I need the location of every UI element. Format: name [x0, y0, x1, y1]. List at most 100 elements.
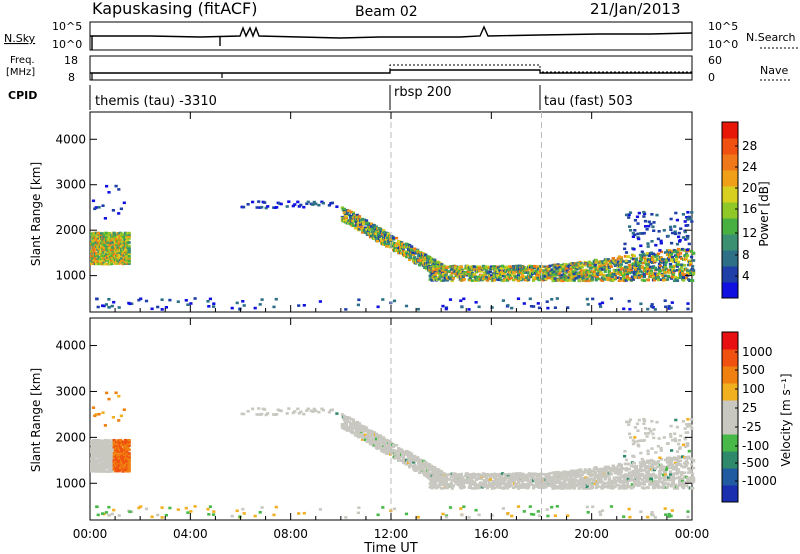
- velocity-echo-mark: [519, 483, 524, 487]
- power-echo-mark: [647, 220, 651, 224]
- velocity-echo-mark: [127, 452, 131, 455]
- velocity-echo-mark: [481, 481, 485, 485]
- power-echo-mark: [685, 216, 689, 219]
- power-echo-mark: [588, 264, 592, 267]
- power-echo-mark: [469, 269, 473, 272]
- power-echo-mark: [659, 278, 664, 281]
- power-echo-mark: [580, 266, 584, 269]
- power-ytick-label: 3000: [55, 178, 86, 192]
- velocity-echo-mark: [505, 486, 510, 490]
- velocity-echo-mark: [103, 470, 107, 473]
- power-echo-mark: [547, 276, 551, 280]
- velocity-echo-mark: [450, 475, 454, 478]
- velocity-echo-mark: [287, 407, 291, 410]
- power-echo-mark: [651, 252, 656, 256]
- velocity-echo-mark: [439, 487, 443, 490]
- power-echo-mark: [413, 247, 417, 251]
- power-echo-mark: [605, 266, 609, 270]
- power-echo-mark: [584, 279, 588, 283]
- power-echo-mark: [594, 258, 598, 262]
- velocity-echo-mark: [496, 473, 501, 477]
- power-echo-mark: [306, 200, 310, 204]
- velocity-echo-mark: [611, 464, 615, 468]
- power-echo-mark: [632, 254, 636, 258]
- power-echo-mark: [628, 307, 632, 311]
- power-echo-mark: [266, 205, 270, 208]
- power-echo-mark: [642, 231, 646, 235]
- power-echo-mark: [114, 184, 118, 188]
- power-echo-mark: [642, 272, 646, 276]
- velocity-echo-mark: [459, 483, 463, 486]
- power-echo-mark: [103, 262, 107, 266]
- power-echo-mark: [448, 277, 452, 281]
- power-echo-mark: [592, 270, 596, 274]
- velocity-echo-mark: [576, 482, 580, 486]
- power-echo-mark: [658, 269, 663, 273]
- velocity-echo-mark: [491, 479, 495, 483]
- power-echo-mark: [457, 266, 461, 269]
- power-echo-mark: [371, 231, 376, 234]
- power-echo-mark: [631, 278, 635, 281]
- power-echo-mark: [673, 225, 677, 228]
- power-echo-mark: [450, 267, 454, 271]
- velocity-echo-mark: [96, 467, 100, 471]
- power-echo-mark: [566, 306, 570, 309]
- power-echo-mark: [360, 217, 365, 221]
- power-echo-mark: [616, 260, 620, 264]
- power-echo-mark: [498, 276, 503, 279]
- velocity-echo-mark: [422, 468, 426, 471]
- power-echo-mark: [667, 304, 671, 308]
- power-echo-mark: [627, 299, 631, 303]
- velocity-echo-mark: [539, 474, 543, 478]
- velocity-echo-mark: [385, 452, 389, 455]
- power-echo-mark: [512, 271, 517, 274]
- power-echo-mark: [528, 297, 532, 301]
- power-echo-mark: [689, 217, 693, 221]
- power-echo-mark: [686, 235, 690, 238]
- power-echo-mark: [683, 220, 687, 223]
- velocity-echo-mark: [444, 476, 448, 480]
- power-echo-mark: [314, 202, 318, 206]
- power-echo-mark: [364, 219, 369, 222]
- power-echo-mark: [501, 299, 505, 302]
- power-echo-mark: [352, 214, 357, 218]
- power-echo-mark: [113, 252, 117, 256]
- power-echo-mark: [567, 265, 571, 268]
- power-echo-mark: [650, 261, 655, 264]
- velocity-echo-mark: [607, 481, 611, 485]
- power-echo-mark: [128, 302, 132, 306]
- velocity-echo-mark: [559, 476, 563, 479]
- velocity-echo-mark: [116, 442, 120, 446]
- power-echo-mark: [127, 262, 131, 265]
- power-echo-mark: [665, 258, 670, 262]
- velocity-echo-mark: [369, 439, 374, 443]
- velocity-echo-mark: [418, 460, 422, 463]
- power-echo-mark: [629, 229, 633, 232]
- power-echo-mark: [638, 253, 642, 257]
- velocity-echo-mark: [96, 453, 100, 457]
- velocity-echo-mark: [492, 486, 496, 490]
- velocity-echo-mark: [485, 474, 489, 477]
- power-echo-mark: [654, 243, 658, 247]
- velocity-echo-mark: [592, 478, 596, 481]
- power-echo-mark: [502, 271, 507, 275]
- power-echo-mark: [587, 279, 591, 283]
- power-echo-mark: [466, 271, 470, 275]
- velocity-echo-mark: [392, 443, 396, 447]
- power-echo-mark: [347, 209, 352, 213]
- power-echo-mark: [632, 247, 636, 251]
- power-echo-mark: [503, 265, 508, 269]
- power-echo-mark: [574, 277, 578, 280]
- power-echo-mark: [690, 220, 694, 223]
- power-echo-mark: [107, 298, 111, 301]
- power-echo-mark: [416, 249, 420, 252]
- power-echo-mark: [674, 255, 679, 259]
- power-echo-mark: [646, 278, 650, 282]
- power-echo-mark: [433, 258, 437, 262]
- velocity-echo-mark: [386, 443, 390, 447]
- power-ylabel: Slant Range [km]: [29, 162, 43, 266]
- velocity-echo-mark: [553, 485, 557, 488]
- power-echo-mark: [600, 301, 605, 305]
- velocity-echo-mark: [505, 473, 510, 476]
- power-echo-mark: [409, 253, 413, 257]
